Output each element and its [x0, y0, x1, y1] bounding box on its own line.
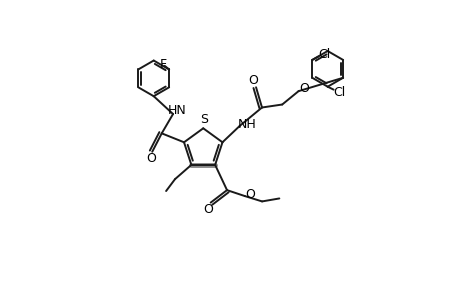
Text: O: O	[203, 203, 213, 216]
Text: Cl: Cl	[317, 48, 330, 61]
Text: O: O	[248, 74, 258, 87]
Text: S: S	[200, 113, 207, 127]
Text: O: O	[298, 82, 308, 95]
Text: O: O	[245, 188, 255, 201]
Text: O: O	[146, 152, 155, 165]
Text: NH: NH	[238, 118, 256, 131]
Text: Cl: Cl	[332, 86, 344, 99]
Text: HN: HN	[168, 104, 186, 117]
Text: F: F	[159, 58, 167, 71]
